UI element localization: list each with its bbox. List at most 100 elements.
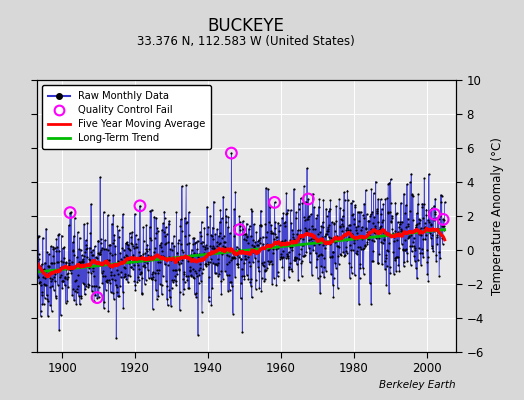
Point [104, 247, 112, 253]
Point [359, 245, 368, 251]
Point [335, 244, 343, 250]
Point [248, 208, 256, 214]
Point [224, 214, 233, 220]
Point [262, 184, 270, 191]
Point [57, 272, 65, 278]
Point [282, 190, 291, 196]
Point [77, 246, 85, 253]
Point [222, 212, 231, 219]
Point [94, 238, 103, 245]
Point [345, 260, 354, 266]
Point [385, 290, 393, 296]
Point [333, 233, 342, 239]
Point [425, 228, 433, 234]
Point [149, 253, 158, 260]
Point [233, 260, 242, 267]
Point [287, 207, 295, 213]
Point [230, 254, 238, 260]
Point [238, 328, 246, 335]
Point [74, 246, 83, 252]
Point [81, 246, 90, 252]
Point [92, 259, 101, 266]
Point [85, 256, 93, 262]
Point [336, 250, 344, 257]
Point [255, 236, 263, 243]
Point [242, 231, 250, 237]
Point [385, 240, 393, 246]
Point [322, 206, 330, 212]
Point [34, 274, 42, 280]
Point [169, 256, 178, 262]
Point [112, 284, 121, 290]
Point [336, 224, 344, 230]
Point [106, 264, 114, 270]
Point [117, 258, 125, 265]
Point [276, 222, 284, 228]
Point [252, 277, 260, 283]
Point [407, 261, 415, 268]
Point [214, 241, 223, 248]
Point [43, 296, 51, 302]
Point [194, 254, 202, 260]
Point [276, 241, 285, 248]
Point [343, 250, 351, 256]
Point [138, 290, 146, 297]
Point [155, 255, 163, 262]
Point [48, 283, 57, 289]
Point [236, 295, 245, 302]
Point [80, 253, 89, 260]
Point [433, 232, 442, 238]
Point [167, 256, 175, 262]
Point [259, 262, 268, 269]
Point [90, 273, 99, 280]
Point [221, 244, 229, 250]
Point [105, 280, 114, 286]
Point [97, 240, 105, 247]
Point [434, 229, 442, 235]
Point [94, 250, 102, 256]
Point [103, 276, 112, 283]
Point [57, 312, 65, 318]
Point [148, 306, 157, 312]
Point [310, 242, 319, 248]
Y-axis label: Temperature Anomaly (°C): Temperature Anomaly (°C) [490, 137, 504, 295]
Point [206, 256, 215, 262]
Point [373, 208, 381, 214]
Point [70, 297, 78, 304]
Point [92, 254, 100, 260]
Point [381, 252, 390, 258]
Point [230, 206, 238, 212]
Point [115, 234, 124, 240]
Point [119, 246, 128, 253]
Point [242, 237, 250, 243]
Point [263, 229, 271, 235]
Point [347, 200, 355, 206]
Point [178, 247, 186, 253]
Point [227, 150, 236, 156]
Point [43, 263, 52, 269]
Point [203, 231, 212, 238]
Point [287, 220, 296, 226]
Point [244, 239, 252, 246]
Point [383, 247, 391, 254]
Point [179, 276, 187, 282]
Point [377, 211, 386, 217]
Point [118, 224, 126, 230]
Point [410, 243, 418, 249]
Point [296, 234, 304, 240]
Point [163, 302, 172, 308]
Point [211, 231, 220, 238]
Point [82, 282, 90, 289]
Point [258, 245, 267, 251]
Point [255, 285, 264, 291]
Point [416, 227, 424, 234]
Point [49, 244, 57, 250]
Point [191, 268, 200, 274]
Point [89, 247, 97, 253]
Point [421, 225, 430, 232]
Point [136, 252, 145, 259]
Point [305, 259, 314, 266]
Point [225, 272, 234, 278]
Point [260, 259, 268, 266]
Point [221, 268, 229, 274]
